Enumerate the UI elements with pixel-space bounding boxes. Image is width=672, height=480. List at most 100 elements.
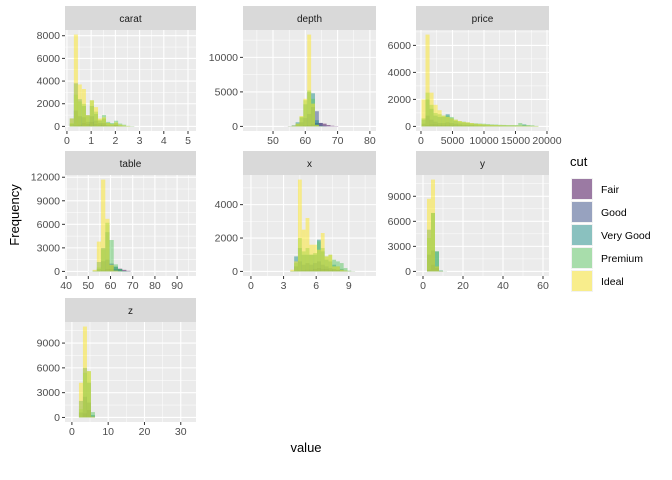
histogram-bar xyxy=(427,198,431,272)
histogram-bar xyxy=(97,118,102,127)
strip-label: x xyxy=(307,159,312,170)
x-tick-label: 50 xyxy=(82,280,94,292)
histogram-bar xyxy=(514,125,519,127)
histogram-bar xyxy=(494,125,499,127)
facet-price: price 0 5000 10000 15000 20000 0 2000 4000 6000 xyxy=(388,6,562,147)
histogram-bar xyxy=(77,84,82,127)
x-tick-label: 0 xyxy=(69,426,75,438)
histogram-bar xyxy=(490,124,495,127)
y-axis-title: Frequency xyxy=(7,184,22,246)
histogram-bar xyxy=(295,123,300,127)
series-ideal xyxy=(69,34,135,127)
y-tick-label: 8000 xyxy=(37,30,61,42)
legend-label: Ideal xyxy=(601,276,624,288)
histogram-bar xyxy=(126,270,131,272)
strip xyxy=(65,6,196,30)
histogram-bar xyxy=(324,256,329,272)
y-tick-label: 9000 xyxy=(37,338,61,350)
histogram-bar xyxy=(347,270,352,272)
y-tick-label: 5000 xyxy=(215,86,239,98)
histogram-bar xyxy=(109,265,114,272)
x-tick-label: 6 xyxy=(313,280,319,292)
x-tick-label: 2 xyxy=(112,135,118,147)
histogram-bar xyxy=(328,254,333,272)
legend-item-good: Good xyxy=(571,201,627,223)
histogram-bar xyxy=(314,120,319,127)
x-tick-label: 0 xyxy=(420,280,426,292)
histogram-bar xyxy=(332,259,337,272)
histogram-bar xyxy=(481,124,486,127)
histogram-bar xyxy=(485,124,491,127)
histogram-bar xyxy=(425,34,430,127)
x-tick-label: 40 xyxy=(497,280,509,292)
histogram-bar xyxy=(309,244,314,272)
x-tick-label: 0 xyxy=(248,280,254,292)
x-axis-title: value xyxy=(290,440,321,455)
facet-z: z 0 10 20 30 0 3000 6000 9000 xyxy=(37,298,196,438)
x-tick-label: 80 xyxy=(364,135,376,147)
x-tick-label: 60 xyxy=(299,135,311,147)
x-tick-label: 20 xyxy=(139,426,151,438)
y-tick-label: 6000 xyxy=(388,216,412,228)
strip-label: carat xyxy=(119,14,141,25)
strip xyxy=(243,6,376,30)
facet-carat: carat 0 1 2 3 4 5 0 2000 4000 6000 8000 xyxy=(37,6,196,147)
histogram-bar xyxy=(109,240,114,272)
x-tick-label: 5000 xyxy=(441,135,465,147)
histogram-bar xyxy=(314,111,319,127)
histogram-bar xyxy=(294,261,298,272)
histogram-bar xyxy=(92,269,97,272)
x-tick-label: 60 xyxy=(537,280,549,292)
y-tick-label: 12000 xyxy=(31,172,60,184)
histogram-bar xyxy=(461,121,466,127)
y-tick-label: 6000 xyxy=(37,362,61,374)
legend-label: Fair xyxy=(601,184,620,196)
histogram-bar xyxy=(106,123,111,127)
x-tick-label: 30 xyxy=(175,426,187,438)
legend-title: cut xyxy=(570,154,588,169)
histogram-bar xyxy=(518,123,523,127)
histogram-bar xyxy=(441,115,446,127)
histogram-bar xyxy=(85,115,90,127)
histogram-bar xyxy=(86,371,91,418)
histogram-bar xyxy=(522,125,527,127)
x-tick-label: 90 xyxy=(171,280,183,292)
histogram-bar xyxy=(322,123,327,127)
y-tick-label: 3000 xyxy=(37,387,61,399)
legend-key xyxy=(572,225,592,245)
x-tick-label: 40 xyxy=(60,280,72,292)
y-tick-label: 0 xyxy=(405,266,411,278)
x-tick-label: 60 xyxy=(105,280,117,292)
histogram-bar xyxy=(317,249,321,272)
histogram-bar xyxy=(330,125,335,127)
histogram-bar xyxy=(343,268,348,272)
histogram-bar xyxy=(297,179,302,272)
x-tick-label: 9 xyxy=(346,280,352,292)
x-tick-label: 4 xyxy=(161,135,167,147)
x-tick-label: 15000 xyxy=(501,135,530,147)
histogram-bar xyxy=(326,125,331,127)
histogram-bar xyxy=(122,269,127,272)
histogram-bar xyxy=(96,241,102,272)
x-tick-label: 5 xyxy=(185,135,191,147)
x-tick-label: 20000 xyxy=(532,135,561,147)
histogram-bar xyxy=(311,103,315,127)
histogram-bar xyxy=(339,269,344,272)
legend-key xyxy=(572,179,592,199)
strip-label: y xyxy=(480,159,485,170)
facet-x: x 0 3 6 9 0 2000 4000 xyxy=(215,151,376,292)
series-ideal xyxy=(92,179,123,272)
strip-label: depth xyxy=(297,14,322,25)
x-tick-label: 10 xyxy=(102,426,114,438)
legend: Fair Good Very Good Premium Ideal xyxy=(571,178,651,292)
series-ideal xyxy=(427,179,443,272)
histogram-bar xyxy=(318,122,323,127)
histogram-bar xyxy=(332,266,337,272)
histogram-bar xyxy=(89,100,94,127)
legend-item-very-good: Very Good xyxy=(571,224,651,246)
legend-key xyxy=(572,271,592,291)
legend-item-ideal: Ideal xyxy=(571,270,624,292)
x-tick-label: 70 xyxy=(127,280,139,292)
histogram-bar xyxy=(336,266,340,272)
